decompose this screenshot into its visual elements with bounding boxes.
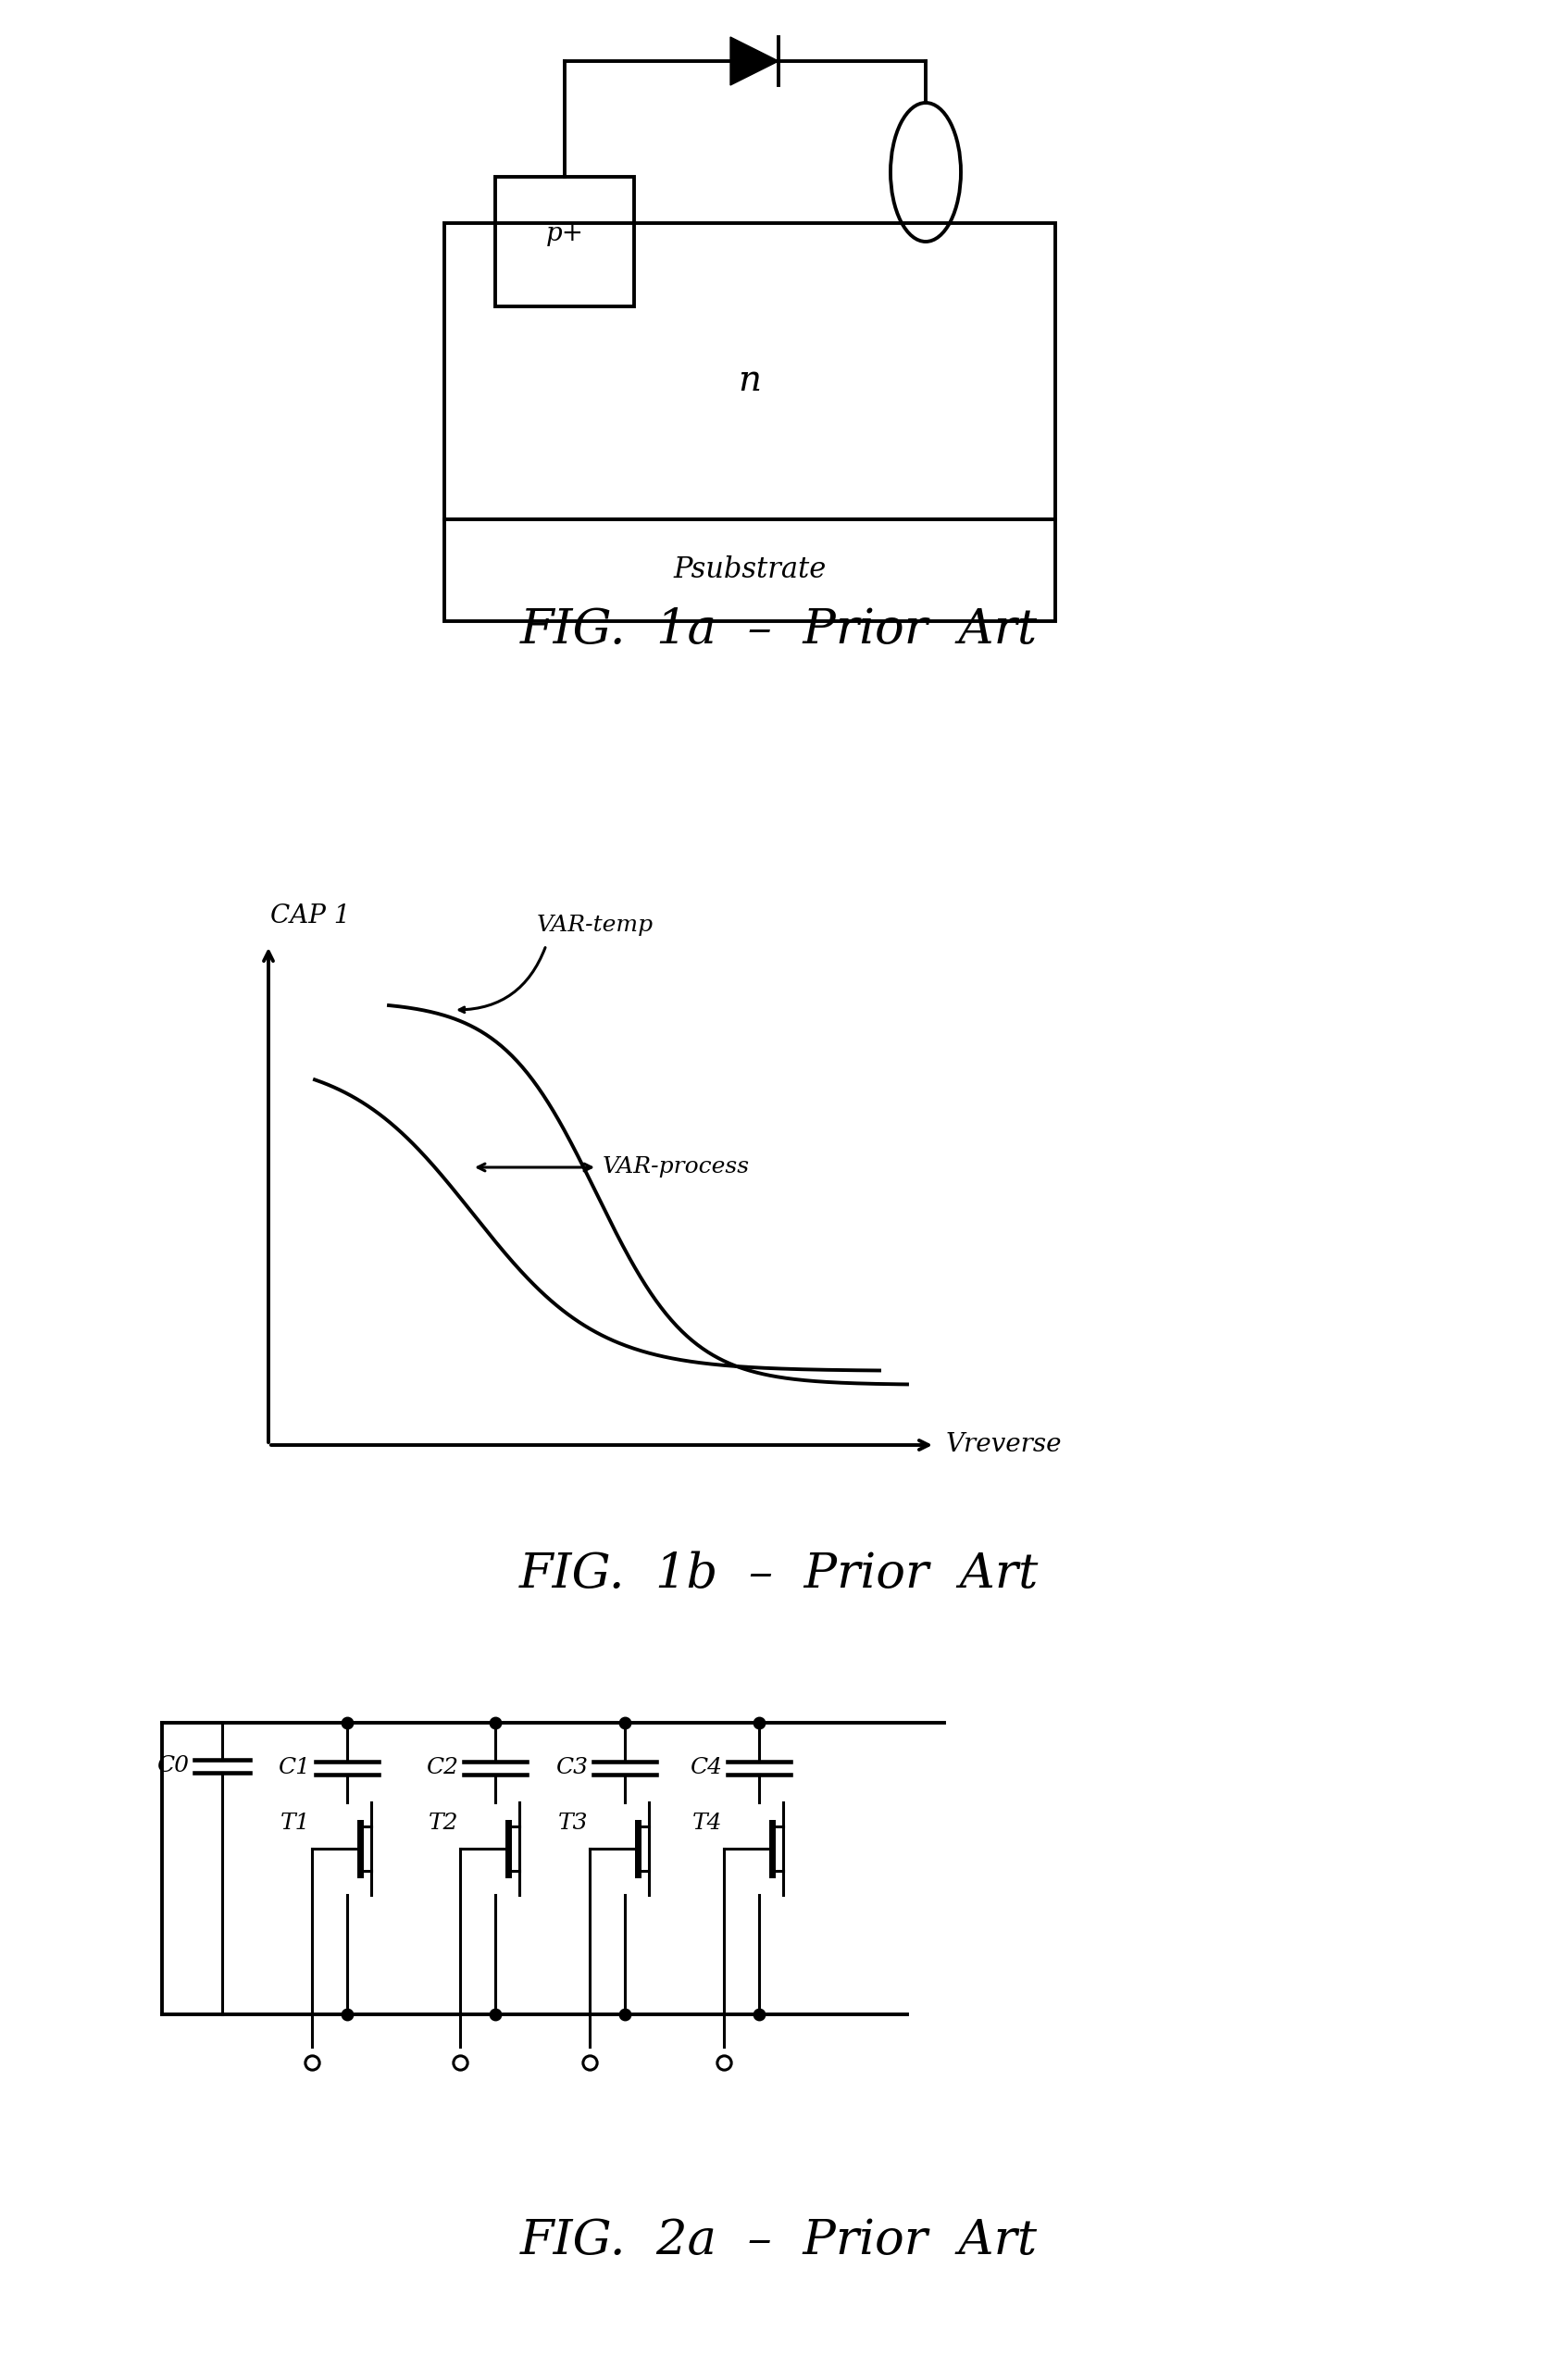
Text: Vreverse: Vreverse	[947, 1433, 1062, 1457]
Bar	[444, 519, 1056, 621]
Text: T2: T2	[428, 1811, 458, 1833]
Text: FIG.  2a  –  Prior  Art: FIG. 2a – Prior Art	[520, 2218, 1037, 2266]
Text: C0: C0	[156, 1756, 188, 1778]
Text: CAP 1: CAP 1	[271, 904, 350, 928]
Text: n: n	[738, 364, 761, 397]
Text: FIG.  1b  –  Prior  Art: FIG. 1b – Prior Art	[518, 1552, 1039, 1599]
Text: C1: C1	[277, 1756, 310, 1778]
Text: C3: C3	[556, 1756, 589, 1778]
Text: VAR-temp: VAR-temp	[537, 914, 654, 935]
Text: VAR-process: VAR-process	[603, 1157, 750, 1178]
Text: p+: p+	[545, 221, 584, 248]
Text: FIG.  1a  –  Prior  Art: FIG. 1a – Prior Art	[520, 607, 1037, 655]
Text: T3: T3	[557, 1811, 589, 1833]
Text: T1: T1	[280, 1811, 310, 1833]
Text: C2: C2	[425, 1756, 458, 1778]
Text: T4: T4	[691, 1811, 722, 1833]
Bar	[444, 224, 1056, 519]
Bar	[495, 176, 634, 307]
Text: C4: C4	[690, 1756, 722, 1778]
Polygon shape	[730, 38, 778, 86]
Text: Psubstrate: Psubstrate	[673, 557, 827, 585]
